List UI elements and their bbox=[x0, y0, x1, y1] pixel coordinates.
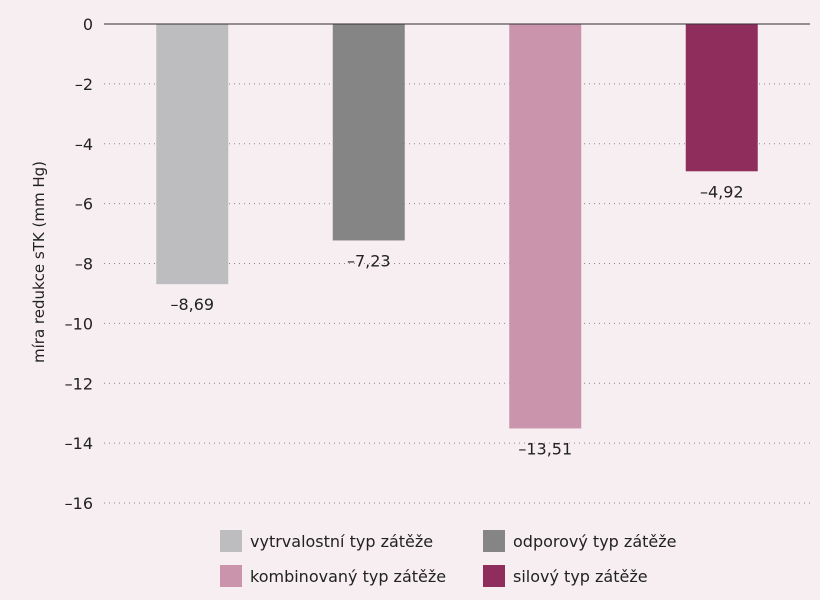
legend-label: silový typ zátěže bbox=[513, 567, 648, 586]
y-tick-label: –10 bbox=[65, 314, 93, 333]
y-tick-label: –2 bbox=[75, 75, 93, 94]
legend-label: kombinovaný typ zátěže bbox=[250, 567, 446, 586]
y-axis-ticks: 0 –2 –4 –6 –8 –10 –12 –14 –16 bbox=[65, 15, 93, 513]
y-tick-label: 0 bbox=[83, 15, 93, 34]
data-labels: –8,69 –7,23 –13,51 –4,92 bbox=[170, 182, 743, 458]
data-label: –13,51 bbox=[518, 439, 572, 458]
data-label: –8,69 bbox=[170, 295, 214, 314]
y-tick-label: –14 bbox=[65, 434, 93, 453]
y-axis-label: míra redukce sTK (mm Hg) bbox=[30, 161, 48, 363]
legend-label: odporový typ zátěže bbox=[513, 532, 676, 551]
data-label: –4,92 bbox=[700, 182, 744, 201]
legend: vytrvalostní typ zátěže odporový typ zátě… bbox=[220, 530, 676, 587]
bars bbox=[156, 24, 758, 429]
bar bbox=[332, 24, 405, 241]
data-label: –7,23 bbox=[347, 251, 391, 270]
y-tick-label: –16 bbox=[65, 494, 93, 513]
bar bbox=[685, 24, 758, 172]
bar bbox=[509, 24, 582, 429]
legend-swatch bbox=[483, 565, 505, 587]
legend-swatch bbox=[220, 565, 242, 587]
y-tick-label: –6 bbox=[75, 195, 93, 214]
legend-label: vytrvalostní typ zátěže bbox=[250, 532, 433, 551]
legend-swatch bbox=[220, 530, 242, 552]
y-tick-label: –4 bbox=[75, 135, 93, 154]
bar bbox=[156, 24, 229, 285]
y-tick-label: –8 bbox=[75, 255, 93, 274]
y-tick-label: –12 bbox=[65, 374, 93, 393]
legend-swatch bbox=[483, 530, 505, 552]
